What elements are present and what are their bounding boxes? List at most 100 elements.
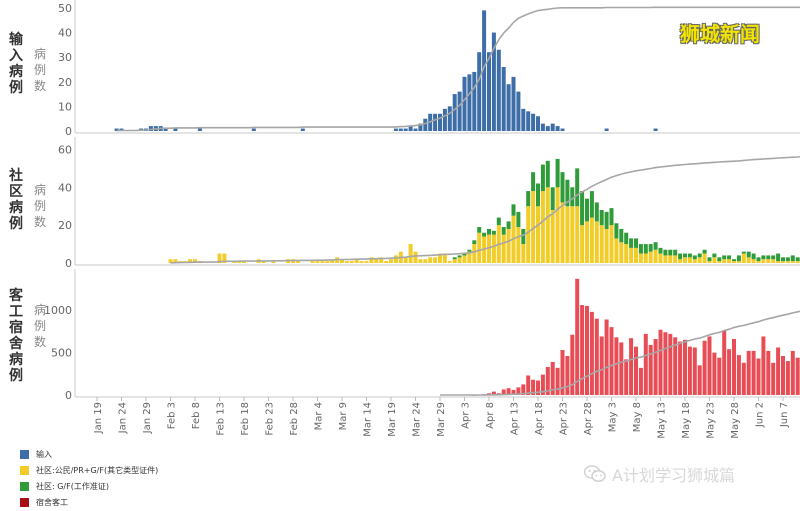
bar	[487, 234, 491, 263]
bar	[634, 238, 638, 248]
bar	[173, 128, 178, 131]
bar	[300, 128, 305, 131]
chart-panels: 01020304050输入病例病例数58210204060社区病例病例数1,87…	[8, 0, 800, 402]
x-axis: Jan 19 Jan 24 Jan 29 Feb 3 Feb 8 Feb 13 Feb 18…	[93, 397, 790, 439]
bar	[722, 259, 727, 263]
bar	[413, 128, 418, 131]
bar	[712, 352, 717, 395]
bar	[452, 257, 457, 260]
bar	[540, 374, 545, 395]
bar	[785, 361, 790, 395]
bar	[746, 350, 751, 395]
bar	[197, 128, 202, 131]
bar	[687, 257, 692, 263]
bar	[619, 342, 624, 395]
bar	[148, 126, 153, 131]
bar	[575, 206, 580, 263]
bar	[604, 319, 609, 395]
bar	[594, 202, 599, 222]
bar	[438, 253, 442, 263]
bar	[531, 379, 536, 395]
x-tick-label: Mar 19	[387, 402, 398, 437]
bar	[604, 128, 609, 131]
bar	[761, 255, 766, 260]
bar	[771, 255, 776, 260]
x-tick-label: Apr 28	[583, 402, 594, 435]
bar	[673, 337, 678, 395]
bar	[364, 261, 369, 263]
bar	[359, 261, 364, 263]
panel-dormitory: 05001000客工宿舍病例病例数41,446240	[8, 269, 800, 402]
bar	[790, 350, 795, 395]
y-axis-label-char: 病	[34, 46, 46, 61]
bar	[408, 126, 413, 131]
y-tick-label: 20	[58, 219, 72, 232]
bar	[687, 253, 692, 258]
bar	[506, 388, 511, 395]
bar	[511, 204, 516, 216]
bar	[634, 346, 638, 395]
bar	[423, 259, 428, 263]
y-axis-label-char: 病	[34, 182, 46, 197]
bar	[491, 234, 496, 263]
bar	[766, 255, 771, 260]
x-tick-label: Jun 2	[755, 402, 766, 428]
legend-label: 输入	[36, 449, 52, 459]
bar	[761, 259, 766, 263]
bar	[506, 228, 511, 263]
bar	[403, 257, 408, 263]
bar	[629, 338, 634, 395]
bar	[442, 253, 447, 263]
bar	[585, 198, 589, 222]
bar	[673, 249, 678, 256]
legend-label: 社区: G/F(工作准证)	[36, 481, 109, 491]
bar	[384, 261, 389, 263]
bar	[565, 355, 570, 395]
x-tick-label: Feb 18	[240, 402, 251, 436]
x-tick-label: Mar 4	[314, 402, 325, 430]
series-community-1	[452, 158, 800, 262]
bar	[766, 350, 771, 395]
legend-swatch	[20, 481, 29, 491]
x-tick-label: Feb 13	[216, 402, 227, 436]
bar	[732, 339, 736, 395]
bar	[692, 255, 697, 260]
x-tick-label: May 13	[657, 402, 668, 439]
y-tick-label: 20	[58, 76, 72, 89]
bar	[188, 259, 193, 263]
x-tick-label: May 3	[608, 402, 619, 432]
legend-swatch	[20, 465, 29, 475]
bar	[609, 208, 614, 226]
bar	[668, 249, 673, 256]
bar	[173, 259, 178, 263]
bar	[531, 172, 536, 192]
bar	[442, 108, 447, 131]
bar	[491, 230, 496, 235]
bar	[722, 255, 727, 260]
x-tick-label: Apr 18	[534, 402, 545, 435]
panel-title-char: 病	[9, 351, 23, 368]
bar	[751, 253, 756, 260]
y-axis-label-char: 数	[34, 78, 46, 93]
x-tick-label: Jan 29	[142, 402, 153, 434]
bar	[570, 334, 575, 395]
bar	[727, 259, 732, 263]
bar	[692, 259, 697, 263]
bar	[168, 259, 173, 263]
bar	[310, 261, 315, 263]
bar	[163, 128, 168, 131]
bar	[648, 244, 653, 252]
bar	[501, 67, 506, 131]
bar	[683, 257, 687, 263]
bar	[580, 191, 585, 226]
bar	[295, 261, 300, 263]
bar	[462, 255, 467, 263]
x-tick-label: Apr 23	[559, 402, 570, 435]
bar	[658, 253, 663, 263]
cumulative-line	[440, 310, 800, 396]
bar	[531, 113, 536, 131]
bar	[462, 76, 467, 131]
series-dormitory-0	[472, 278, 800, 396]
bar	[222, 253, 227, 263]
